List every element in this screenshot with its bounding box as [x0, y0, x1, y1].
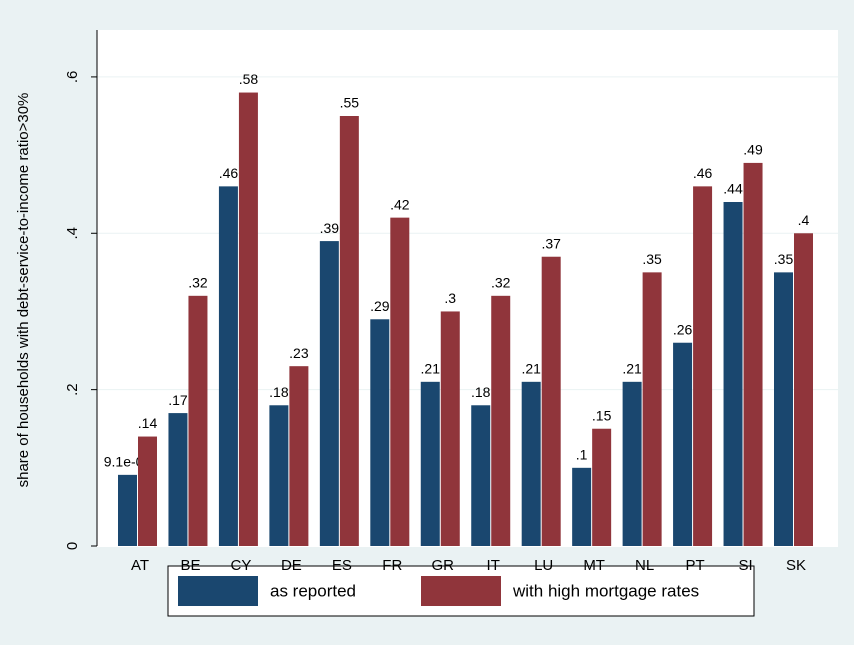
- x-tick-label: BE: [180, 557, 200, 574]
- bar: [138, 436, 157, 546]
- bar: [339, 116, 359, 546]
- value-label: .44: [723, 181, 743, 197]
- value-label: .4: [798, 212, 810, 228]
- bar: [238, 92, 258, 546]
- value-label: .39: [320, 220, 340, 236]
- bar: [572, 467, 592, 546]
- bar: [420, 381, 440, 546]
- y-tick-label: .4: [64, 227, 81, 240]
- bar: [370, 319, 390, 546]
- legend: [167, 565, 755, 617]
- bar: [218, 186, 238, 546]
- value-label: .21: [421, 361, 441, 377]
- bar: [774, 272, 793, 546]
- legend-swatch: [421, 576, 501, 606]
- value-label: .21: [521, 361, 541, 377]
- value-label: .1: [576, 447, 588, 463]
- value-label: .46: [219, 165, 239, 181]
- x-tick-label: GR: [432, 557, 455, 574]
- bar: [390, 217, 410, 547]
- bar: [521, 381, 541, 546]
- x-tick-label: DE: [281, 557, 302, 574]
- bar: [723, 202, 743, 546]
- value-label: .32: [188, 275, 208, 291]
- bar: [440, 311, 460, 546]
- x-tick-label: ES: [332, 557, 352, 574]
- bar: [319, 241, 339, 546]
- bar: [269, 405, 289, 546]
- value-label: .18: [471, 384, 491, 400]
- bar: [743, 162, 763, 546]
- bar: [673, 342, 693, 546]
- value-label: .32: [491, 275, 511, 291]
- x-tick-label: SI: [738, 557, 752, 574]
- value-label: .29: [370, 298, 390, 314]
- legend-swatch: [178, 576, 258, 606]
- value-label: .37: [541, 235, 561, 251]
- bar: [118, 474, 137, 546]
- value-label: .46: [693, 165, 713, 181]
- value-label: .3: [444, 290, 456, 306]
- value-label: .18: [269, 384, 289, 400]
- value-label: .21: [622, 361, 642, 377]
- x-tick-label: NL: [635, 557, 654, 574]
- value-label: .35: [642, 251, 662, 267]
- x-tick-label: AT: [131, 557, 149, 574]
- value-label: .17: [168, 392, 188, 408]
- bar: [289, 366, 309, 546]
- value-label: .26: [673, 321, 693, 337]
- x-tick-label: FR: [382, 557, 402, 574]
- x-tick-label: LU: [534, 557, 553, 574]
- bar: [491, 295, 511, 546]
- value-label: .23: [289, 345, 309, 361]
- y-axis-title: share of households with debt-service-to…: [15, 93, 32, 488]
- value-label: .35: [774, 251, 794, 267]
- value-label: .15: [592, 407, 612, 423]
- bar: [471, 405, 491, 546]
- y-tick-label: .2: [64, 383, 81, 396]
- value-label: .49: [743, 142, 763, 158]
- x-tick-label: IT: [487, 557, 500, 574]
- value-label: .42: [390, 196, 410, 212]
- value-label: .58: [239, 71, 259, 87]
- x-tick-label: SK: [786, 557, 806, 574]
- legend-label: as reported: [270, 581, 356, 600]
- bar: [168, 413, 188, 546]
- x-tick-label: PT: [685, 557, 704, 574]
- bar: [541, 256, 561, 546]
- bar: [188, 295, 208, 546]
- value-label: .55: [340, 95, 360, 111]
- x-tick-label: MT: [583, 557, 605, 574]
- bar: [622, 381, 642, 546]
- x-tick-label: CY: [231, 557, 252, 574]
- y-tick-label: .6: [64, 71, 81, 84]
- legend-label: with high mortgage rates: [512, 581, 699, 600]
- bar: [642, 272, 662, 546]
- bar: [794, 233, 813, 547]
- y-tick-label: 0: [64, 542, 81, 550]
- value-label: .14: [138, 415, 158, 431]
- bar: [592, 428, 612, 546]
- bar: [693, 186, 713, 546]
